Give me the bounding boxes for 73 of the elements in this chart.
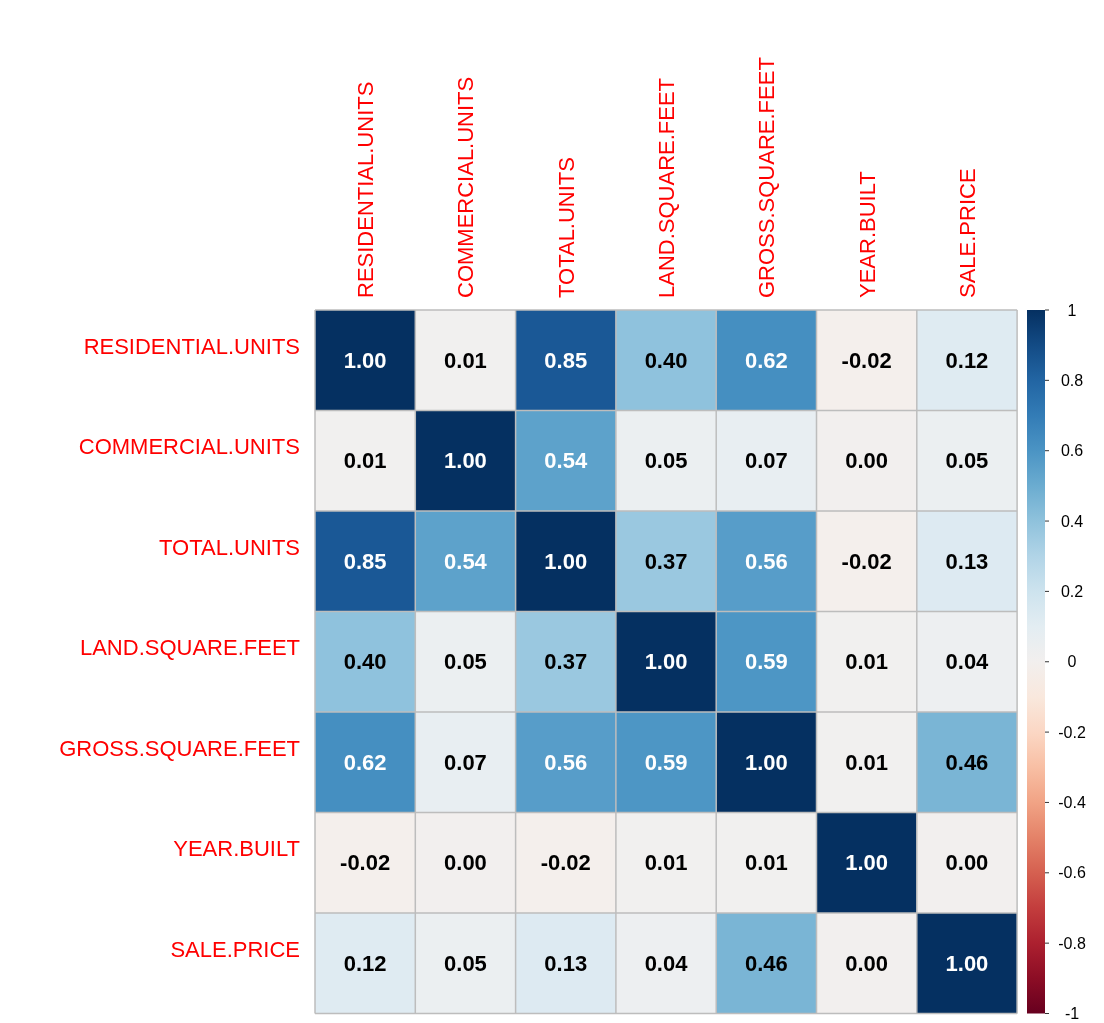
data-label: 0.40	[343, 649, 387, 675]
data-label: 0.01	[444, 347, 487, 373]
color-bar-label: -0.8	[1058, 934, 1086, 952]
data-label: 0.00	[945, 850, 989, 876]
color-bar-label: -0.6	[1058, 864, 1086, 882]
x-tick-label: SALE.PRICE	[954, 168, 980, 298]
color-bar-label: 0.2	[1060, 583, 1084, 600]
x-tick-label: GROSS.SQUARE.FEET	[754, 57, 780, 298]
data-label: 0.85	[544, 347, 588, 373]
data-label: 0.05	[444, 649, 487, 675]
y-tick-label: RESIDENTIAL.UNITS	[83, 333, 300, 359]
data-label: 0.05	[644, 448, 688, 474]
x-tick-label: COMMERCIAL.UNITS	[453, 76, 479, 298]
data-label: 0.01	[343, 448, 387, 474]
x-tick-label: LAND.SQUARE.FEET	[654, 77, 680, 298]
data-label: 1.00	[343, 347, 387, 373]
data-label: 0.46	[744, 950, 788, 976]
data-label: 0.62	[744, 347, 788, 373]
data-label: 0.46	[945, 749, 989, 775]
data-label: 0.40	[644, 347, 688, 373]
data-label: 0.05	[444, 950, 487, 976]
y-tick-label: TOTAL.UNITS	[159, 534, 300, 560]
color-bar-label: 0	[1067, 653, 1077, 671]
data-label: 0.00	[845, 950, 889, 976]
y-tick-label: YEAR.BUILT	[173, 836, 300, 862]
color-bar-label: -0.4	[1058, 794, 1086, 812]
data-label: -0.02	[841, 548, 892, 574]
data-label: 0.07	[444, 749, 487, 775]
color-bar-label: 0.6	[1060, 442, 1084, 460]
data-label: -0.02	[841, 347, 892, 373]
y-tick-label: SALE.PRICE	[170, 936, 300, 962]
data-label: 0.05	[945, 448, 989, 474]
data-label: 0.07	[744, 448, 788, 474]
data-label: 0.12	[343, 950, 387, 976]
data-label: 0.12	[945, 347, 989, 373]
y-tick-label: GROSS.SQUARE.FEET	[59, 735, 300, 761]
y-tick-label: COMMERCIAL.UNITS	[78, 434, 300, 460]
x-tick-label: TOTAL.UNITS	[553, 157, 579, 298]
data-label: 0.59	[644, 749, 688, 775]
data-label: -0.02	[340, 850, 391, 876]
data-label: -0.02	[540, 850, 591, 876]
data-label: 0.62	[343, 749, 387, 775]
data-label: 0.56	[744, 548, 788, 574]
color-bar-label: 1	[1067, 301, 1077, 319]
data-label: 0.01	[644, 850, 688, 876]
data-label: 1.00	[544, 548, 588, 574]
data-label: 1.00	[644, 649, 688, 675]
data-label: 0.54	[444, 548, 488, 574]
data-label: 0.54	[544, 448, 588, 474]
data-label: 1.00	[444, 448, 487, 474]
color-bar-label: 0.4	[1060, 512, 1084, 530]
data-label: 0.01	[744, 850, 788, 876]
data-label: 0.37	[544, 649, 588, 675]
data-label: 0.13	[945, 548, 989, 574]
data-label: 0.59	[744, 649, 788, 675]
data-label: 0.04	[945, 649, 990, 675]
data-label: 0.56	[544, 749, 588, 775]
data-label: 1.00	[744, 749, 788, 775]
data-label: 0.01	[845, 649, 889, 675]
data-label: 0.01	[845, 749, 889, 775]
data-label: 0.00	[845, 448, 889, 474]
data-label: 0.13	[544, 950, 588, 976]
color-bar-label: -0.2	[1058, 723, 1086, 741]
color-bar-label: -1	[1064, 1005, 1080, 1023]
data-label: 0.00	[444, 850, 487, 876]
data-label: 0.37	[644, 548, 688, 574]
data-label: 1.00	[845, 850, 889, 876]
x-tick-label: YEAR.BUILT	[854, 171, 880, 298]
data-label: 1.00	[945, 950, 989, 976]
color-bar-label: 0.8	[1060, 371, 1084, 389]
y-tick-label: LAND.SQUARE.FEET	[79, 635, 300, 661]
data-label: 0.85	[343, 548, 387, 574]
data-label: 0.04	[644, 950, 689, 976]
